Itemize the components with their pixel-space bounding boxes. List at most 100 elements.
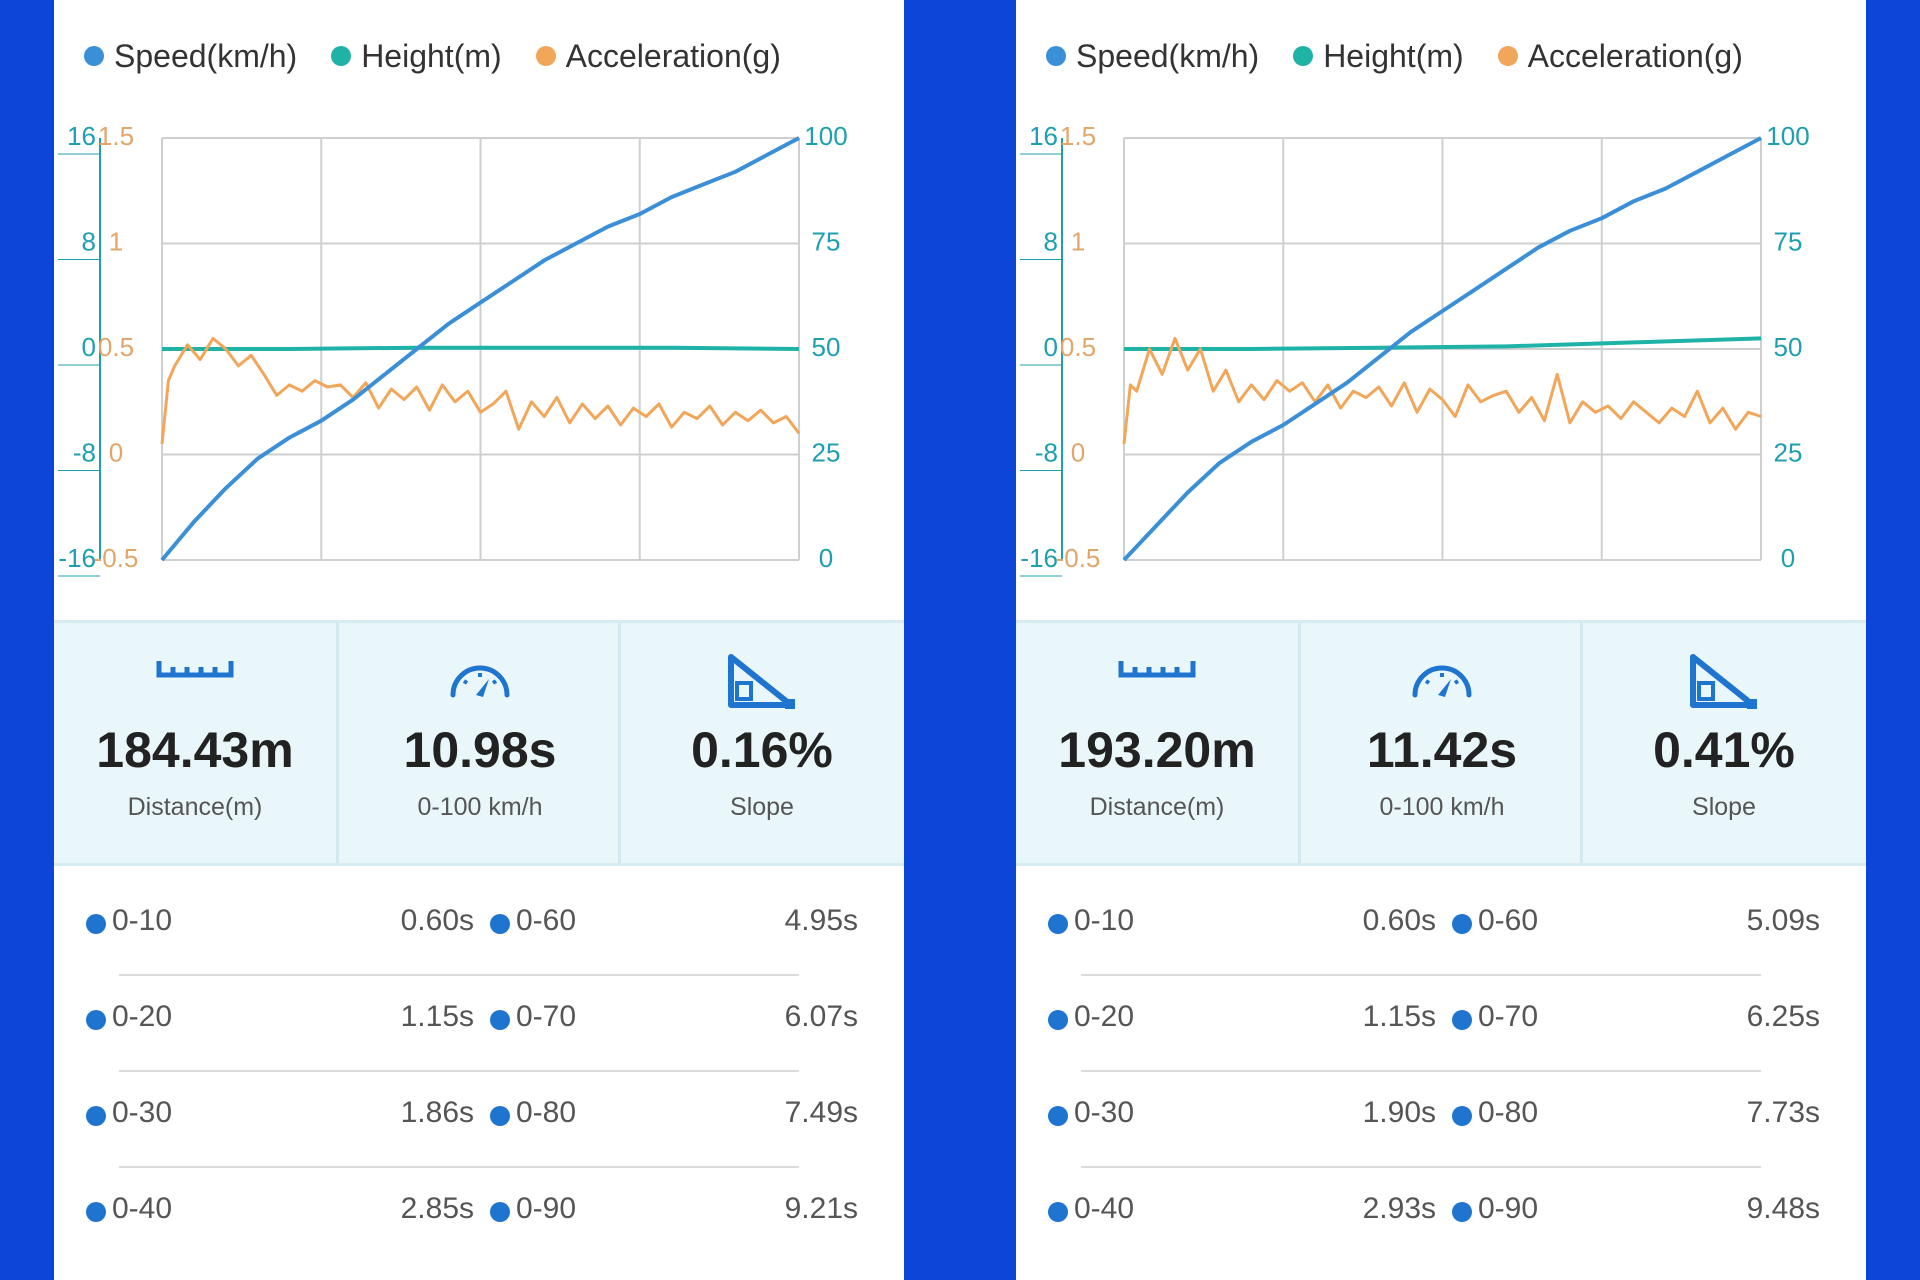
split-label: 0-60 [1478, 904, 1539, 937]
split-label: 0-30 [1074, 1096, 1135, 1129]
stat-acceleration-time: 11.42s 0-100 km/h [1298, 623, 1583, 863]
split-times: 0-10 0.60s 0-60 4.95s 0-20 1.15s 0-70 6.… [54, 880, 904, 1264]
split-dot [1048, 1202, 1068, 1222]
speed-series-line [160, 136, 800, 562]
acceleration-tick-label: 1 [109, 226, 123, 256]
split-label: 0-10 [1074, 904, 1135, 937]
split-row: 0-30 1.86s 0-80 7.49s [54, 1072, 904, 1168]
legend-acceleration-dot [1497, 46, 1518, 66]
acceleration-time-label: 0-100 km/h [417, 793, 543, 821]
split-value: 1.90s [1362, 1096, 1436, 1129]
acceleration-time-label: 0-100 km/h [1379, 793, 1505, 821]
split-value: 6.07s [784, 1000, 858, 1033]
split-label: 0-40 [1074, 1192, 1135, 1225]
slope-label: Slope [730, 793, 794, 821]
split-times: 0-10 0.60s 0-60 5.09s 0-20 1.15s 0-70 6.… [1016, 880, 1866, 1264]
split-value: 6.25s [1746, 1000, 1820, 1033]
split-label: 0-70 [516, 1000, 577, 1033]
legend-acceleration[interactable]: Acceleration(g) [1497, 38, 1743, 75]
acceleration-tick-label: 0.5 [1060, 332, 1096, 362]
split-label: 0-10 [112, 904, 173, 937]
acceleration-tick-label: 0.5 [98, 332, 134, 362]
split-dot [1452, 914, 1472, 934]
speedometer-icon [450, 665, 510, 698]
stat-slope: 0.16% Slope [618, 623, 903, 863]
split-row: 0-30 1.90s 0-80 7.73s [1016, 1072, 1866, 1168]
speed-tick-label: 25 [812, 437, 841, 467]
legend-speed-dot [84, 46, 104, 66]
speed-tick-label: 25 [1774, 437, 1803, 467]
height-series-line [1124, 336, 1762, 351]
legend-height[interactable]: Height(m) [331, 38, 502, 75]
acceleration-time-value: 10.98s [403, 722, 557, 778]
speedometer-icon [1412, 665, 1472, 698]
split-label: 0-70 [1478, 1000, 1539, 1033]
speed-tick-label: 50 [1774, 332, 1803, 362]
split-dot [490, 1202, 510, 1222]
split-dot [86, 1202, 106, 1222]
speed-tick-label: 0 [819, 543, 833, 573]
legend-speed[interactable]: Speed(km/h) [1046, 38, 1259, 75]
split-label: 0-20 [112, 1000, 173, 1033]
slope-triangle-icon [728, 654, 795, 709]
legend-acceleration[interactable]: Acceleration(g) [535, 38, 781, 75]
slope-label: Slope [1692, 793, 1756, 821]
speed-series-line [1122, 136, 1762, 562]
split-value: 2.85s [400, 1192, 474, 1225]
split-dot [490, 1010, 510, 1030]
split-label: 0-40 [112, 1192, 173, 1225]
height-tick-label: 0 [1044, 332, 1058, 362]
legend-height-label: Height(m) [1323, 37, 1464, 74]
height-tick-label: -8 [1035, 437, 1058, 467]
height-tick-label: 16 [1029, 121, 1058, 151]
split-label: 0-90 [516, 1192, 577, 1225]
distance-label: Distance(m) [1089, 793, 1225, 821]
split-dot [1048, 1106, 1068, 1126]
test-panel-left: Speed(km/h) Height(m) Acceleration(g) 16… [54, 0, 904, 1280]
split-value: 5.09s [1746, 904, 1820, 937]
split-label: 0-20 [1074, 1000, 1135, 1033]
legend-height[interactable]: Height(m) [1293, 37, 1464, 75]
slope-value: 0.16% [691, 722, 833, 778]
legend-speed-label: Speed(km/h) [114, 37, 298, 74]
distance-value: 184.43m [96, 722, 294, 778]
acceleration-tick-label: 0 [1071, 437, 1085, 467]
split-dot [1048, 914, 1068, 934]
slope-value: 0.41% [1653, 722, 1795, 778]
acceleration-tick-label: -0.5 [94, 543, 139, 573]
height-tick-label: 16 [67, 121, 96, 151]
split-dot [490, 1106, 510, 1126]
split-value: 1.15s [400, 1000, 474, 1033]
acceleration-tick-label: -0.5 [1056, 543, 1101, 573]
legend-acceleration-dot [535, 46, 556, 66]
ruler-icon [156, 661, 234, 678]
acceleration-series-line [160, 336, 801, 445]
acceleration-tick-label: 1.5 [1060, 121, 1096, 151]
split-label: 0-80 [516, 1096, 577, 1129]
split-value: 9.21s [784, 1192, 858, 1225]
split-label: 0-90 [1478, 1192, 1539, 1225]
split-row: 0-20 1.15s 0-70 6.07s [54, 976, 904, 1072]
split-dot [1048, 1010, 1068, 1030]
split-dot [1452, 1202, 1472, 1222]
stats-bar: 193.20m Distance(m) 11.42s 0-100 km/h 0.… [1016, 620, 1866, 866]
split-dot [86, 914, 106, 934]
split-value: 9.48s [1746, 1192, 1820, 1225]
split-dot [1452, 1010, 1472, 1030]
acceleration-time-value: 11.42s [1366, 722, 1518, 778]
split-label: 0-60 [516, 904, 577, 937]
chart-legend: Speed(km/h) Height(m) Acceleration(g) [1046, 36, 1777, 76]
speed-tick-label: 75 [812, 226, 841, 256]
split-dot [490, 914, 510, 934]
legend-speed-label: Speed(km/h) [1076, 37, 1260, 74]
legend-height-dot [331, 46, 352, 66]
split-row: 0-40 2.93s 0-90 9.48s [1016, 1168, 1866, 1264]
split-label: 0-30 [112, 1096, 173, 1129]
acceleration-series-line [1122, 336, 1762, 445]
distance-label: Distance(m) [127, 793, 263, 821]
legend-height-dot [1293, 46, 1314, 66]
legend-speed[interactable]: Speed(km/h) [84, 38, 297, 75]
speed-tick-label: 75 [1774, 226, 1803, 256]
split-label: 0-80 [1478, 1096, 1539, 1129]
